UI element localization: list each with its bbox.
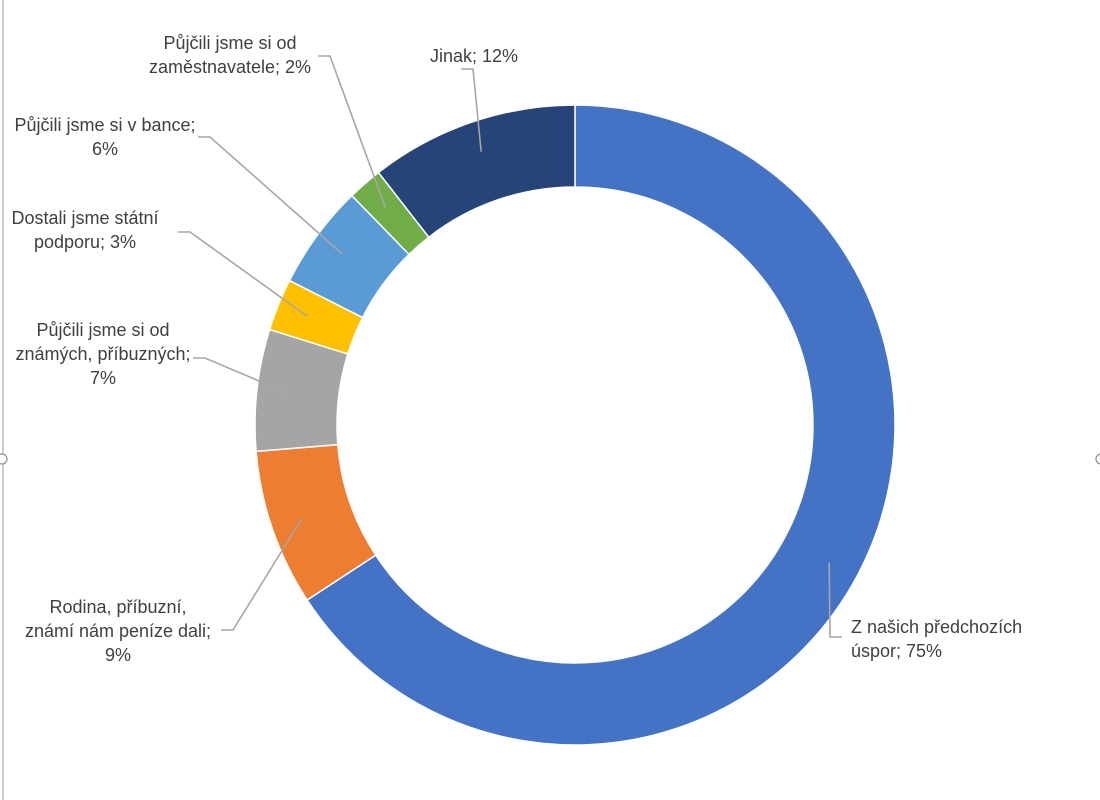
slice-1-data-label: Rodina, příbuzní, známí nám peníze dali; 9… bbox=[25, 597, 211, 665]
slice-5-data-label-line: Půjčili jsme si od bbox=[163, 33, 296, 53]
slice-1-data-label-line: 9% bbox=[105, 645, 131, 665]
slice-6-leader-line bbox=[461, 68, 482, 152]
slice-3-data-label-line: podporu; 3% bbox=[34, 232, 136, 252]
slice-0-data-label-line: Z našich předchozích bbox=[851, 617, 1022, 637]
slice-4-data-label-line: 6% bbox=[92, 139, 118, 159]
slice-2-data-label-line: známých, příbuzných; bbox=[15, 344, 190, 364]
slice-3-leader-line bbox=[178, 231, 308, 317]
leader-lines bbox=[178, 55, 842, 638]
slice-5-data-label: Půjčili jsme si od zaměstnavatele; 2% bbox=[149, 33, 311, 77]
slice-5-data-label-line: zaměstnavatele; 2% bbox=[149, 57, 311, 77]
slice-2-data-label-line: 7% bbox=[90, 368, 116, 388]
slice-2-data-label: Půjčili jsme si od známých, příbuzných; 7% bbox=[15, 320, 190, 388]
slice-0-data-label-line: úspor; 75% bbox=[851, 641, 942, 661]
slice-3-data-label-line: Dostali jsme státní bbox=[11, 208, 158, 228]
slice-6-data-label-line: Jinak; 12% bbox=[430, 46, 518, 66]
left-resize-handle[interactable] bbox=[0, 453, 8, 465]
slice-4-data-label-line: Půjčili jsme si v bance; bbox=[14, 115, 195, 135]
slice-1-data-label-line: známí nám peníze dali; bbox=[25, 621, 211, 641]
slice-2-data-label-line: Půjčili jsme si od bbox=[36, 320, 169, 340]
slice-4-data-label: Půjčili jsme si v bance; 6% bbox=[14, 115, 195, 159]
slice-0-data-label: Z našich předchozích úspor; 75% bbox=[851, 617, 1022, 661]
data-labels: Z našich předchozích úspor; 75% Rodina, př… bbox=[11, 33, 1022, 665]
slice-6-data-label: Jinak; 12% bbox=[430, 46, 518, 66]
slice-5-leader-line bbox=[318, 55, 386, 208]
slice-1-leader-line bbox=[221, 518, 303, 631]
slice-1-data-label-line: Rodina, příbuzní, bbox=[49, 597, 186, 617]
donut-segments bbox=[254, 104, 896, 746]
slice-6-segment[interactable] bbox=[377, 104, 576, 239]
slice-4-leader-line bbox=[198, 136, 343, 255]
slice-0-leader-line bbox=[828, 562, 842, 638]
right-resize-handle[interactable] bbox=[1095, 453, 1100, 465]
slice-3-data-label: Dostali jsme státní podporu; 3% bbox=[11, 208, 158, 252]
slice-2-leader-line bbox=[193, 357, 289, 394]
slice-0-segment[interactable] bbox=[306, 104, 896, 746]
